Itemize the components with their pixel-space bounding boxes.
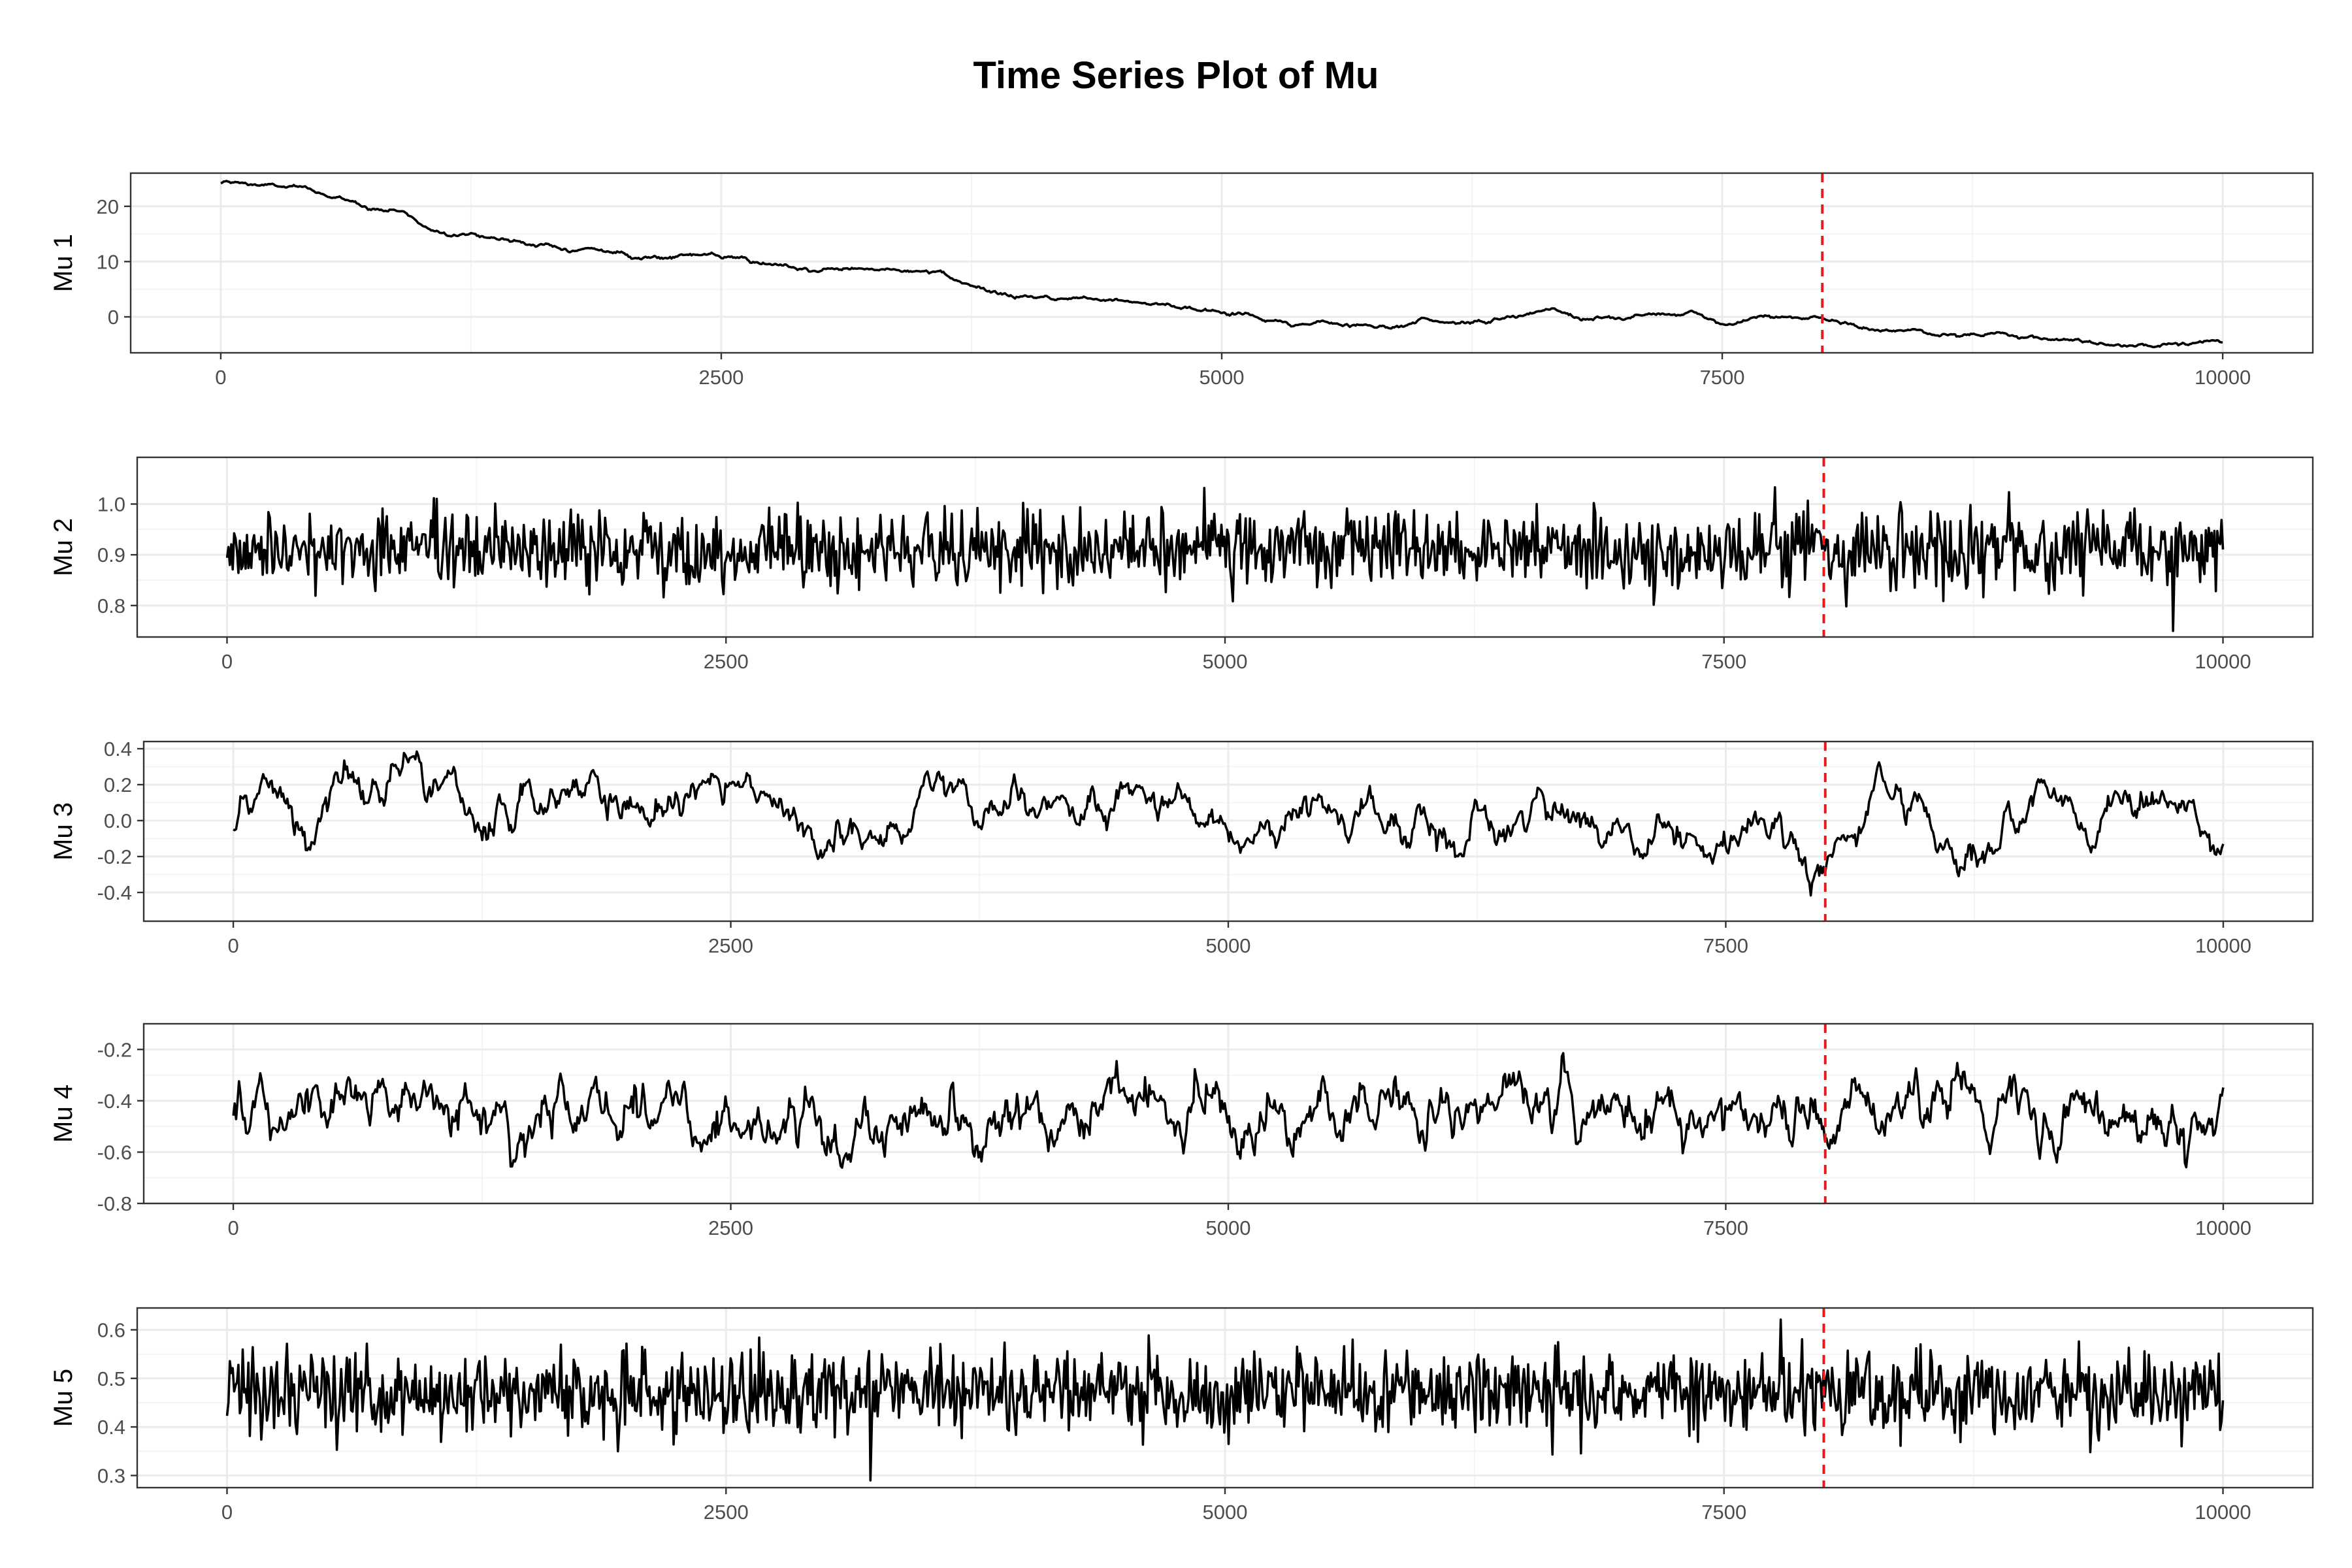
y-tick-label: 0.2 [104, 774, 132, 796]
y-axis-title: Mu 1 [49, 234, 78, 292]
chart-title: Time Series Plot of Mu [973, 54, 1379, 97]
x-tick-label: 5000 [1203, 1501, 1248, 1524]
y-tick-label: -0.2 [97, 1038, 132, 1061]
series-line [220, 180, 2223, 349]
y-axis-title: Mu 5 [49, 1369, 78, 1427]
x-tick-label: 0 [227, 934, 238, 957]
x-tick-label: 0 [227, 1217, 238, 1239]
y-tick-label: -0.4 [97, 1090, 132, 1113]
x-tick-label: 5000 [1206, 1217, 1251, 1239]
y-tick-label: -0.2 [97, 845, 132, 868]
y-tick-label: -0.8 [97, 1192, 132, 1215]
x-tick-label: 7500 [1703, 934, 1748, 957]
y-axis-title: Mu 4 [49, 1085, 78, 1143]
x-tick-label: 0 [221, 650, 233, 673]
series-line [233, 750, 2225, 897]
x-tick-label: 5000 [1203, 650, 1248, 673]
y-tick-label: 0 [108, 306, 119, 329]
y-tick-label: 10 [97, 250, 119, 273]
y-tick-label: 0.4 [104, 738, 132, 760]
x-tick-label: 10000 [2195, 366, 2251, 389]
x-tick-label: 10000 [2195, 934, 2251, 957]
y-axis-title: Mu 2 [49, 518, 78, 576]
y-tick-label: -0.4 [97, 881, 132, 904]
y-axis-title: Mu 3 [49, 802, 78, 860]
x-tick-label: 7500 [1700, 366, 1745, 389]
y-tick-label: 20 [97, 195, 119, 218]
series-line [232, 1052, 2225, 1169]
x-tick-label: 10000 [2195, 1501, 2251, 1524]
x-tick-label: 7500 [1701, 650, 1746, 673]
panel-2: 0 2500 5000 7500 10000 0.8 0.9 1.0 Mu 2 [49, 456, 2314, 673]
x-tick-label: 2500 [708, 934, 753, 957]
y-tick-label: 0.0 [104, 809, 132, 832]
panel-1: 0 2500 5000 7500 10000 0 10 20 Mu 1 [49, 172, 2314, 389]
x-tick-label: 10000 [2195, 650, 2251, 673]
x-tick-label: 7500 [1703, 1217, 1748, 1239]
series-line [225, 486, 2225, 632]
x-tick-label: 5000 [1206, 934, 1251, 957]
y-tick-label: -0.6 [97, 1141, 132, 1164]
panel-3: 0 2500 5000 7500 10000 -0.4 -0.2 0.0 0.2 0.4 Mu 3 [49, 738, 2314, 957]
x-tick-label: 2500 [708, 1217, 753, 1239]
x-tick-label: 0 [215, 366, 226, 389]
y-tick-label: 1.0 [97, 493, 125, 515]
y-tick-label: 0.3 [97, 1464, 125, 1487]
y-tick-label: 0.5 [97, 1367, 125, 1390]
panel-4: 0 2500 5000 7500 10000 -0.8 -0.6 -0.4 -0.2 Mu 4 [49, 1022, 2314, 1239]
x-tick-label: 7500 [1701, 1501, 1746, 1524]
y-tick-label: 0.8 [97, 595, 125, 617]
y-tick-label: 0.4 [97, 1416, 125, 1439]
y-tick-label: 0.9 [97, 544, 125, 566]
y-tick-label: 0.6 [97, 1318, 125, 1341]
x-tick-label: 5000 [1200, 366, 1245, 389]
panel-5: 0 2500 5000 7500 10000 0.3 0.4 0.5 0.6 Mu 5 [49, 1307, 2314, 1524]
x-tick-label: 2500 [704, 1501, 749, 1524]
x-tick-label: 2500 [698, 366, 743, 389]
x-tick-label: 0 [221, 1501, 233, 1524]
series-line [225, 1318, 2225, 1482]
x-tick-label: 2500 [704, 650, 749, 673]
x-tick-label: 10000 [2195, 1217, 2251, 1239]
